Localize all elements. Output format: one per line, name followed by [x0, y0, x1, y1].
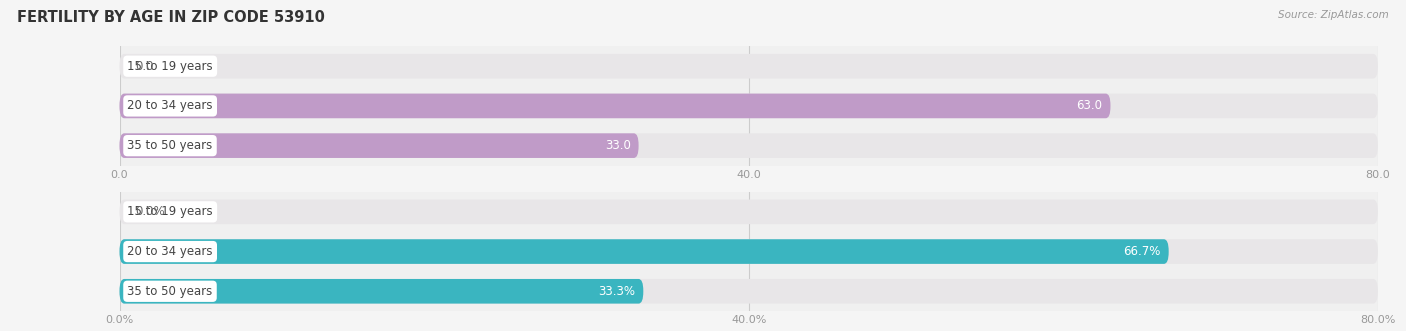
Text: 35 to 50 years: 35 to 50 years [128, 139, 212, 152]
Text: 0.0: 0.0 [135, 60, 153, 73]
FancyBboxPatch shape [120, 133, 638, 158]
FancyBboxPatch shape [120, 279, 644, 304]
Text: 20 to 34 years: 20 to 34 years [128, 245, 212, 258]
FancyBboxPatch shape [120, 239, 1378, 264]
Text: 0.0%: 0.0% [135, 205, 165, 218]
Text: 35 to 50 years: 35 to 50 years [128, 285, 212, 298]
FancyBboxPatch shape [120, 94, 1111, 118]
Text: 33.3%: 33.3% [599, 285, 636, 298]
Text: 63.0: 63.0 [1077, 99, 1102, 113]
FancyBboxPatch shape [120, 200, 1378, 224]
FancyBboxPatch shape [120, 94, 1378, 118]
Text: FERTILITY BY AGE IN ZIP CODE 53910: FERTILITY BY AGE IN ZIP CODE 53910 [17, 10, 325, 25]
Text: 15 to 19 years: 15 to 19 years [128, 60, 212, 73]
Text: 15 to 19 years: 15 to 19 years [128, 205, 212, 218]
FancyBboxPatch shape [120, 279, 1378, 304]
Text: 33.0: 33.0 [605, 139, 631, 152]
Text: Source: ZipAtlas.com: Source: ZipAtlas.com [1278, 10, 1389, 20]
FancyBboxPatch shape [120, 239, 1168, 264]
Text: 20 to 34 years: 20 to 34 years [128, 99, 212, 113]
Text: 66.7%: 66.7% [1123, 245, 1161, 258]
FancyBboxPatch shape [120, 133, 1378, 158]
FancyBboxPatch shape [120, 54, 1378, 78]
